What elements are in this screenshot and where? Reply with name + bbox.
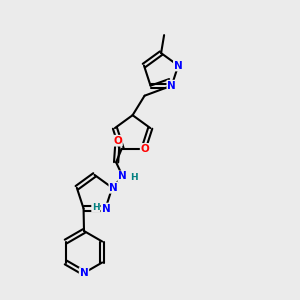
Text: N: N [102, 203, 110, 214]
Text: H: H [92, 202, 100, 211]
Text: O: O [113, 136, 122, 146]
Text: N: N [174, 61, 183, 70]
Text: N: N [167, 81, 176, 91]
Text: N: N [109, 183, 118, 193]
Text: N: N [118, 171, 127, 182]
Text: N: N [80, 268, 88, 278]
Text: H: H [130, 173, 138, 182]
Text: O: O [141, 144, 149, 154]
